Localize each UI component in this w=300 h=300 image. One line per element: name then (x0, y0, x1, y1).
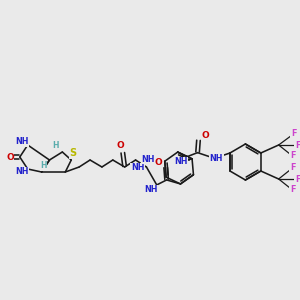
Text: O: O (6, 152, 14, 161)
Text: NH: NH (131, 164, 144, 172)
Text: F: F (291, 130, 296, 139)
Text: F: F (290, 152, 295, 160)
Text: NH: NH (142, 154, 155, 164)
Text: F: F (290, 185, 295, 194)
Text: O: O (117, 140, 124, 149)
Text: NH: NH (210, 154, 223, 163)
Text: H: H (40, 161, 47, 170)
Text: NH: NH (174, 157, 188, 166)
Text: NH: NH (15, 167, 28, 176)
Text: H: H (52, 142, 59, 151)
Text: F: F (290, 164, 295, 172)
Text: O: O (155, 158, 163, 167)
Text: S: S (70, 148, 77, 158)
Text: NH: NH (144, 185, 158, 194)
Text: NH: NH (15, 137, 28, 146)
Text: F: F (295, 175, 300, 184)
Text: F: F (295, 140, 300, 149)
Text: O: O (202, 131, 209, 140)
